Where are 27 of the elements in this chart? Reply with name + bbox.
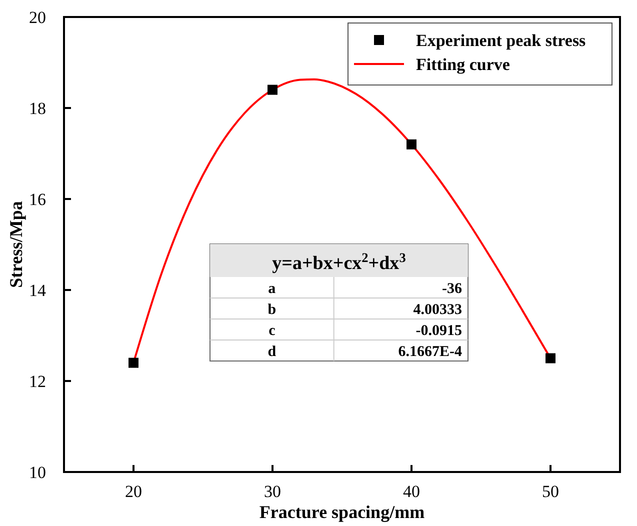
annotation: a [268, 281, 276, 297]
y-tick-label: 18 [29, 99, 46, 118]
annotation: d [268, 344, 277, 360]
point [546, 353, 556, 364]
legend-label: Experiment peak stress [416, 31, 586, 50]
annotation: b [268, 302, 276, 318]
y-tick-label: 10 [29, 463, 46, 482]
y-tick-label: 12 [29, 372, 46, 391]
annotation: -0.0915 [416, 323, 462, 339]
point [128, 358, 138, 368]
annotation: y=a+bx+cx$^{2}$+dx$^{3}$ [272, 250, 406, 274]
x-axis-title: Fracture spacing/mm [259, 502, 425, 522]
y-tick-label: 16 [29, 190, 46, 209]
x-tick-label: 40 [403, 482, 420, 501]
x-tick-label: 50 [542, 482, 559, 501]
x-tick-label: 20 [125, 482, 142, 501]
x-tick-label: 30 [264, 482, 281, 501]
annotation: 6.1667E-4 [398, 344, 462, 360]
point [406, 139, 416, 150]
y-axis-title: Stress/Mpa [6, 201, 26, 288]
point [268, 84, 278, 95]
y-tick-label: 14 [29, 281, 46, 300]
annotation: -36 [442, 281, 462, 297]
legend-label: Fitting curve [416, 55, 510, 74]
annotation: 4.00333 [413, 302, 462, 318]
y-tick-label: 20 [29, 8, 46, 27]
annotation: c [268, 323, 276, 339]
